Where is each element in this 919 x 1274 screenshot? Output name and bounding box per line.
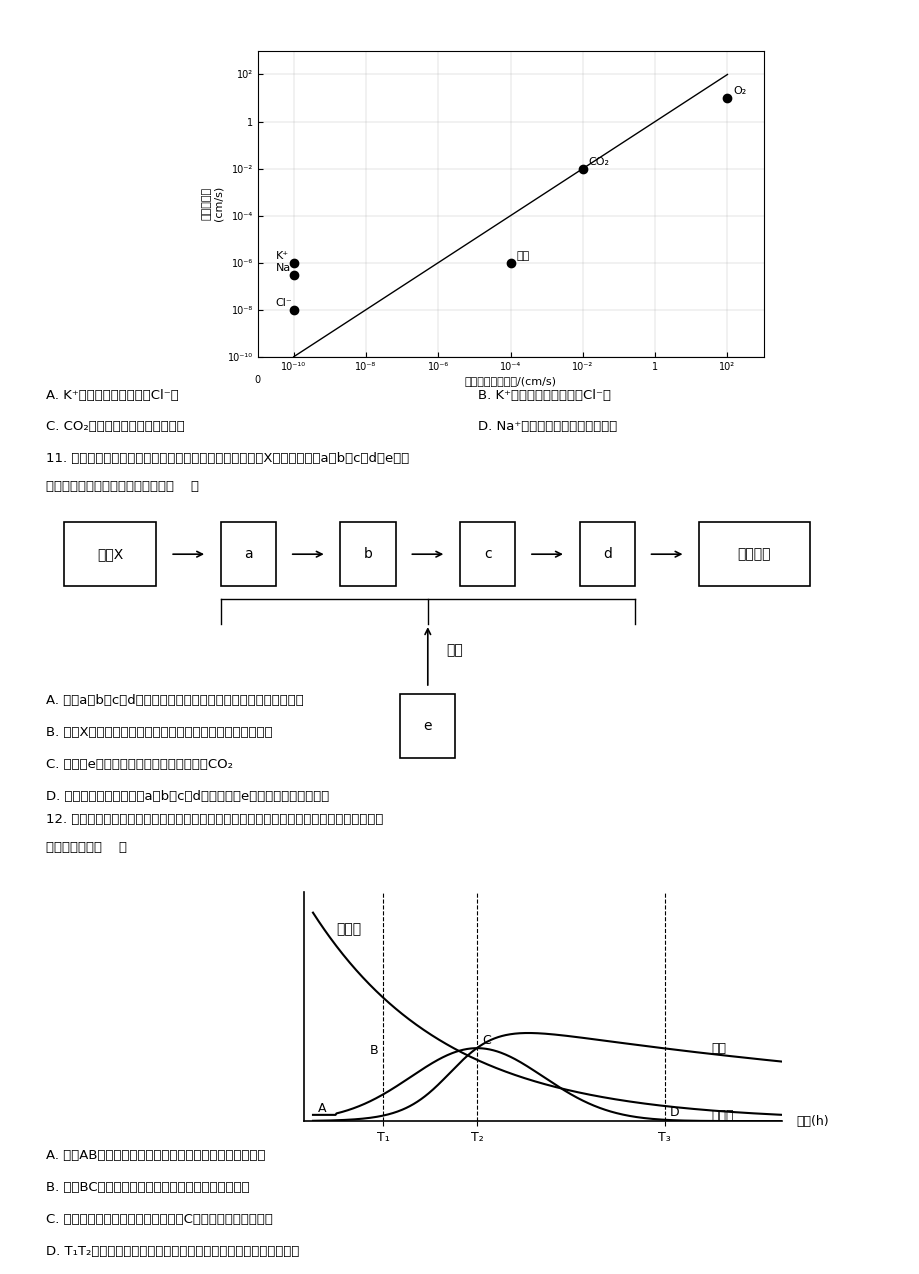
Text: Cl⁻: Cl⁻ <box>276 298 292 307</box>
Text: 酵母菌: 酵母菌 <box>711 1110 733 1122</box>
Text: C: C <box>482 1034 491 1047</box>
Text: 供能: 供能 <box>446 643 462 656</box>
Text: 12. 如图所示为不同培养阶段酵母菌种群数量、葡萄糖浓度和乙醇浓度的变化曲线，下列相关: 12. 如图所示为不同培养阶段酵母菌种群数量、葡萄糖浓度和乙醇浓度的变化曲线，下… <box>46 813 383 826</box>
Text: B. 曲线BC段酵母菌的呼吸方式为有氧呼吸和无氧呼吸: B. 曲线BC段酵母菌的呼吸方式为有氧呼吸和无氧呼吸 <box>46 1181 249 1194</box>
Text: 甘油: 甘油 <box>516 251 528 261</box>
FancyBboxPatch shape <box>400 694 455 758</box>
Text: C. CO₂过生物膜的方式是自由扩散: C. CO₂过生物膜的方式是自由扩散 <box>46 420 185 433</box>
FancyBboxPatch shape <box>579 522 634 586</box>
Text: CO₂: CO₂ <box>587 157 608 167</box>
FancyBboxPatch shape <box>221 522 276 586</box>
X-axis label: 人工脂双层膜透性/(cm/s): 人工脂双层膜透性/(cm/s) <box>464 376 556 386</box>
Text: b: b <box>363 548 372 561</box>
Text: O₂: O₂ <box>732 85 745 96</box>
Text: c: c <box>483 548 491 561</box>
Text: 乙醇: 乙醇 <box>711 1042 726 1055</box>
Text: A. K⁺透过生物膜的速度比Cl⁻快: A. K⁺透过生物膜的速度比Cl⁻快 <box>46 389 178 401</box>
Text: K⁺: K⁺ <box>276 251 289 261</box>
Text: D. T₁T₂时间段消耗葡萄糖量迅速增加的原因是酵母菌进行有氧呼吸: D. T₁T₂时间段消耗葡萄糖量迅速增加的原因是酵母菌进行有氧呼吸 <box>46 1245 299 1257</box>
FancyBboxPatch shape <box>340 522 395 586</box>
Text: Na⁺: Na⁺ <box>276 262 297 273</box>
Text: C. 乙醇含量过高是酵母菌种群数量从C点下降的主要原因之一: C. 乙醇含量过高是酵母菌种群数量从C点下降的主要原因之一 <box>46 1213 273 1226</box>
Text: 叙述错误的是（    ）: 叙述错误的是（ ） <box>46 841 127 854</box>
Text: d: d <box>602 548 611 561</box>
Text: e: e <box>423 720 432 733</box>
Text: 时间(h): 时间(h) <box>795 1115 828 1127</box>
Y-axis label: 生物膜透性
(cm/s): 生物膜透性 (cm/s) <box>201 186 223 222</box>
Text: C. 在图中e结构内，葡萄糖可氧化分解产生CO₂: C. 在图中e结构内，葡萄糖可氧化分解产生CO₂ <box>46 758 233 771</box>
Text: B. K⁺透过人工膜的速度比Cl⁻快: B. K⁺透过人工膜的速度比Cl⁻快 <box>478 389 611 401</box>
Text: D: D <box>669 1106 679 1119</box>
Text: D. 有分泌功能的细胞才有a、b、c、d结构，抑制e的功能会影响主动运输: D. 有分泌功能的细胞才有a、b、c、d结构，抑制e的功能会影响主动运输 <box>46 790 329 803</box>
FancyBboxPatch shape <box>698 522 809 586</box>
Text: 0: 0 <box>255 376 260 385</box>
Text: 物质X: 物质X <box>97 548 123 561</box>
Text: B. 物质X的加工和分泌过程说明生物膜在功能上具有密切联系: B. 物质X的加工和分泌过程说明生物膜在功能上具有密切联系 <box>46 726 272 739</box>
FancyBboxPatch shape <box>460 522 515 586</box>
Text: B: B <box>369 1045 378 1057</box>
Text: 11. 如图为某激素蛋白的合成与分泌过程示意图（其中物质X代表氨基酸；a、b、c、d、e表示: 11. 如图为某激素蛋白的合成与分泌过程示意图（其中物质X代表氨基酸；a、b、c… <box>46 452 409 465</box>
Text: 葡萄糖: 葡萄糖 <box>336 922 361 936</box>
Text: A: A <box>317 1102 326 1115</box>
Text: a: a <box>244 548 253 561</box>
Text: A. 曲线AB段酵母菌呼吸发生的场所是细胞质基质和线粒体: A. 曲线AB段酵母菌呼吸发生的场所是细胞质基质和线粒体 <box>46 1149 266 1162</box>
Text: 细胞结构）。下列说法中正确的是（    ）: 细胞结构）。下列说法中正确的是（ ） <box>46 480 199 493</box>
Text: D. Na⁺过人工膜的方式是协助扩散: D. Na⁺过人工膜的方式是协助扩散 <box>478 420 617 433</box>
FancyBboxPatch shape <box>64 522 156 586</box>
Text: 激素蛋白: 激素蛋白 <box>737 548 770 561</box>
Text: A. 图中a、b、c和d依次表示内质网、高尔基体、具膜小泡和细胞膜: A. 图中a、b、c和d依次表示内质网、高尔基体、具膜小泡和细胞膜 <box>46 694 303 707</box>
